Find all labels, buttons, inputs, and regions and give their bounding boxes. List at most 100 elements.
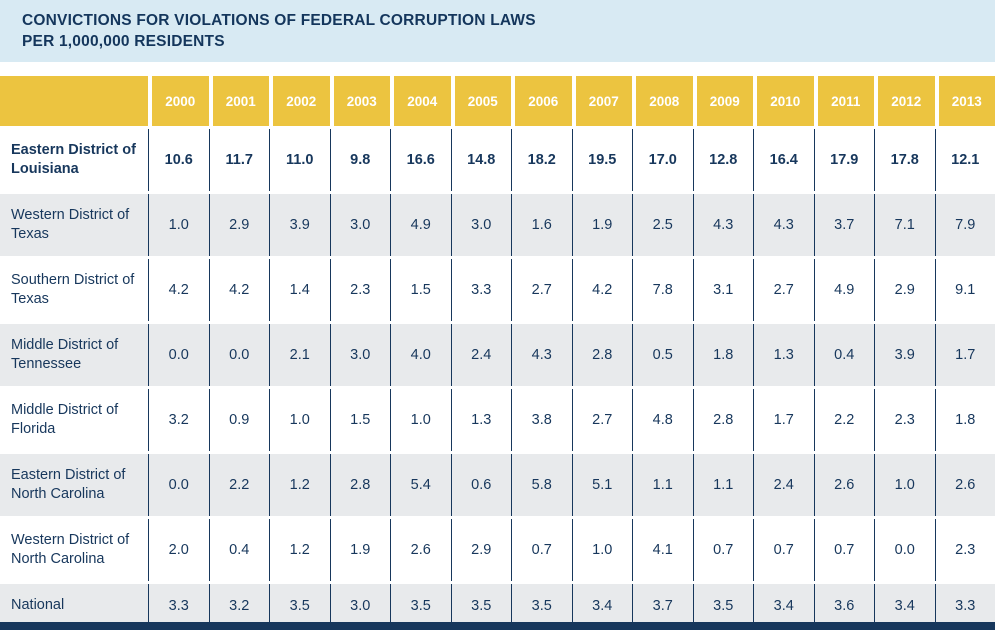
value-cell: 3.5 [511, 584, 572, 627]
table-row: Western District of North Carolina 2.0 0.4… [0, 519, 995, 581]
value-cell: 1.9 [571, 194, 633, 256]
value-cell: 12.1 [934, 129, 995, 191]
value-cell: 1.0 [874, 454, 935, 516]
value-cell: 4.2 [208, 259, 270, 321]
value-cell: 3.3 [450, 259, 512, 321]
value-cell: 14.8 [450, 129, 512, 191]
value-cell: 18.2 [511, 129, 572, 191]
value-cell: 2.4 [753, 454, 814, 516]
value-cell: 2.8 [571, 324, 633, 386]
value-cell: 2.9 [874, 259, 935, 321]
value-cell: 4.9 [813, 259, 875, 321]
table-row: Eastern District of North Carolina 0.0 2.2… [0, 454, 995, 516]
value-cell: 3.4 [571, 584, 633, 627]
year-header-row: 2000 2001 2002 2003 2004 2005 2006 2007 2008 2009… [0, 76, 995, 126]
row-label: Eastern District of North Carolina [11, 467, 126, 502]
value-cell: 3.0 [329, 324, 391, 386]
value-cell: 1.2 [269, 454, 330, 516]
value-cell: 5.4 [390, 454, 451, 516]
value-cell: 3.0 [329, 584, 391, 627]
value-cell: 2.8 [329, 454, 391, 516]
value-cell: 4.0 [390, 324, 451, 386]
value-cell: 2.1 [269, 324, 330, 386]
row-label: National [11, 597, 65, 613]
value-cell: 16.6 [390, 129, 451, 191]
corruption-convictions-table: 2000 2001 2002 2003 2004 2005 2006 2007 2008 2009… [0, 73, 995, 630]
value-cell: 0.5 [632, 324, 693, 386]
value-cell: 2.0 [148, 519, 209, 581]
value-cell: 5.8 [511, 454, 572, 516]
year-header: 2007 [571, 76, 632, 126]
year-header: 2011 [813, 76, 874, 126]
value-cell: 0.7 [813, 519, 875, 581]
value-cell: 2.4 [450, 324, 512, 386]
value-cell: 1.3 [753, 324, 814, 386]
year-header: 2013 [934, 76, 995, 126]
value-cell: 1.1 [692, 454, 754, 516]
value-cell: 4.3 [692, 194, 754, 256]
value-cell: 1.9 [329, 519, 391, 581]
value-cell: 2.7 [571, 389, 633, 451]
year-header: 2012 [874, 76, 935, 126]
year-header: 2006 [511, 76, 572, 126]
value-cell: 2.7 [753, 259, 814, 321]
value-cell: 7.1 [874, 194, 935, 256]
value-cell: 1.0 [148, 194, 209, 256]
value-cell: 0.4 [208, 519, 270, 581]
value-cell: 3.8 [511, 389, 572, 451]
value-cell: 1.0 [269, 389, 330, 451]
value-cell: 3.2 [148, 389, 209, 451]
value-cell: 1.5 [390, 259, 451, 321]
value-cell: 3.6 [813, 584, 875, 627]
value-cell: 1.7 [934, 324, 995, 386]
table-row: National 3.3 3.2 3.5 3.0 3.5 3.5 3.5 3.4 3.7 3.5 3.… [0, 584, 995, 627]
value-cell: 0.9 [208, 389, 270, 451]
table-row: Middle District of Tennessee 0.0 0.0 2.1 3.0… [0, 324, 995, 386]
value-cell: 1.0 [571, 519, 633, 581]
value-cell: 11.7 [208, 129, 270, 191]
value-cell: 3.3 [934, 584, 995, 627]
bottom-border-bar [0, 622, 995, 630]
value-cell: 0.7 [692, 519, 754, 581]
value-cell: 1.0 [390, 389, 451, 451]
row-label: Western District of Texas [11, 207, 130, 242]
year-header: 2009 [692, 76, 753, 126]
value-cell: 11.0 [269, 129, 330, 191]
value-cell: 3.9 [269, 194, 330, 256]
value-cell: 0.7 [511, 519, 572, 581]
table-row: Southern District of Texas 4.2 4.2 1.4 2.3 1.… [0, 259, 995, 321]
value-cell: 2.3 [934, 519, 995, 581]
row-label: Middle District of Tennessee [11, 337, 119, 372]
value-cell: 1.6 [511, 194, 572, 256]
table-row: Western District of Texas 1.0 2.9 3.9 3.0 4.9… [0, 194, 995, 256]
value-cell: 16.4 [753, 129, 814, 191]
value-cell: 0.6 [450, 454, 512, 516]
year-header: 2004 [390, 76, 451, 126]
value-cell: 4.1 [632, 519, 693, 581]
table-corner-cell [0, 76, 148, 126]
value-cell: 0.0 [208, 324, 270, 386]
value-cell: 0.7 [753, 519, 814, 581]
value-cell: 4.9 [390, 194, 451, 256]
value-cell: 17.9 [813, 129, 875, 191]
value-cell: 2.5 [632, 194, 693, 256]
year-header: 2001 [208, 76, 269, 126]
year-header: 2005 [450, 76, 511, 126]
year-header: 2010 [753, 76, 814, 126]
value-cell: 0.0 [874, 519, 935, 581]
table-row: Eastern District of Louisiana 10.6 11.7 11.… [0, 129, 995, 191]
value-cell: 4.2 [148, 259, 209, 321]
value-cell: 2.6 [813, 454, 875, 516]
value-cell: 7.9 [934, 194, 995, 256]
value-cell: 1.7 [753, 389, 814, 451]
value-cell: 3.5 [692, 584, 754, 627]
value-cell: 2.6 [934, 454, 995, 516]
value-cell: 3.2 [208, 584, 270, 627]
value-cell: 3.5 [450, 584, 512, 627]
value-cell: 4.3 [511, 324, 572, 386]
value-cell: 5.1 [571, 454, 633, 516]
value-cell: 4.8 [632, 389, 693, 451]
value-cell: 0.0 [148, 324, 209, 386]
row-label: Western District of North Carolina [11, 532, 130, 567]
